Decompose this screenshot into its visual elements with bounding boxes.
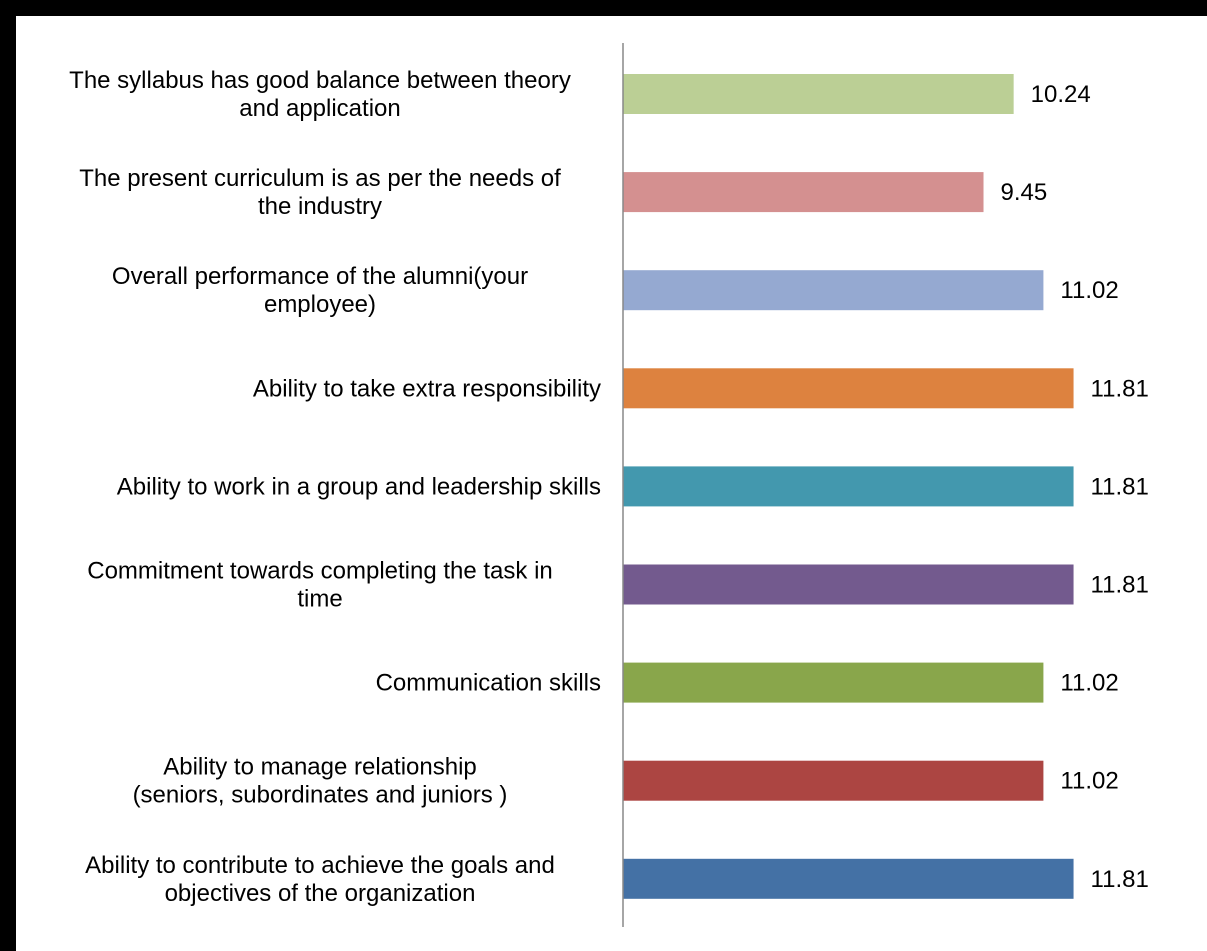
category-label-0-line-1: and application bbox=[239, 95, 400, 122]
category-label-4: Ability to work in a group and leadershi… bbox=[117, 473, 601, 500]
value-label-8: 11.81 bbox=[1091, 866, 1149, 893]
bar-0 bbox=[623, 74, 1014, 114]
category-label-5-line-0: Commitment towards completing the task i… bbox=[87, 558, 553, 585]
category-label-4-line-0: Ability to work in a group and leadershi… bbox=[117, 473, 601, 500]
value-label-5: 11.81 bbox=[1091, 572, 1149, 599]
value-label-1: 9.45 bbox=[1001, 179, 1048, 206]
bars-layer bbox=[623, 74, 1074, 899]
category-label-5-line-1: time bbox=[297, 586, 342, 613]
category-label-3-line-0: Ability to take extra responsibility bbox=[253, 375, 601, 402]
category-label-5: Commitment towards completing the task i… bbox=[87, 558, 553, 613]
category-label-1-line-1: the industry bbox=[258, 193, 382, 220]
bar-4 bbox=[623, 466, 1074, 507]
category-label-2-line-0: Overall performance of the alumni(your bbox=[112, 263, 528, 290]
category-label-8: Ability to contribute to achieve the goa… bbox=[85, 852, 555, 907]
category-label-7-line-0: Ability to manage relationship bbox=[163, 754, 477, 781]
value-label-7: 11.02 bbox=[1060, 768, 1118, 795]
bar-5 bbox=[623, 564, 1074, 605]
category-label-6-line-0: Communication skills bbox=[376, 670, 601, 697]
category-label-8-line-1: objectives of the organization bbox=[165, 880, 476, 907]
bar-1 bbox=[623, 172, 984, 213]
value-label-4: 11.81 bbox=[1091, 473, 1149, 500]
category-label-0-line-0: The syllabus has good balance between th… bbox=[69, 67, 571, 94]
category-label-8-line-0: Ability to contribute to achieve the goa… bbox=[85, 852, 555, 879]
value-label-0: 10.24 bbox=[1031, 81, 1091, 108]
category-labels-layer: The syllabus has good balance between th… bbox=[69, 67, 601, 907]
value-label-2: 11.02 bbox=[1060, 277, 1118, 304]
category-label-6: Communication skills bbox=[376, 670, 601, 697]
category-label-0: The syllabus has good balance between th… bbox=[69, 67, 571, 122]
category-label-3: Ability to take extra responsibility bbox=[253, 375, 601, 402]
category-label-2: Overall performance of the alumni(your em… bbox=[112, 263, 528, 318]
bar-8 bbox=[623, 858, 1074, 899]
category-label-1-line-0: The present curriculum is as per the nee… bbox=[79, 165, 561, 192]
value-labels-layer: 10.24 9.45 11.02 11.81 11.81 11.81 11.02 11.02 1… bbox=[1001, 81, 1149, 893]
value-label-6: 11.02 bbox=[1060, 670, 1118, 697]
bar-2 bbox=[623, 270, 1044, 311]
category-label-7-line-1: (seniors, subordinates and juniors ) bbox=[133, 782, 508, 809]
bar-7 bbox=[623, 760, 1044, 801]
bar-3 bbox=[623, 368, 1074, 409]
category-label-1: The present curriculum is as per the nee… bbox=[79, 165, 561, 220]
category-label-7: Ability to manage relationship (seniors, … bbox=[133, 754, 508, 809]
bar-6 bbox=[623, 662, 1044, 703]
category-label-2-line-1: employee) bbox=[264, 291, 376, 318]
value-label-3: 11.81 bbox=[1091, 375, 1149, 402]
